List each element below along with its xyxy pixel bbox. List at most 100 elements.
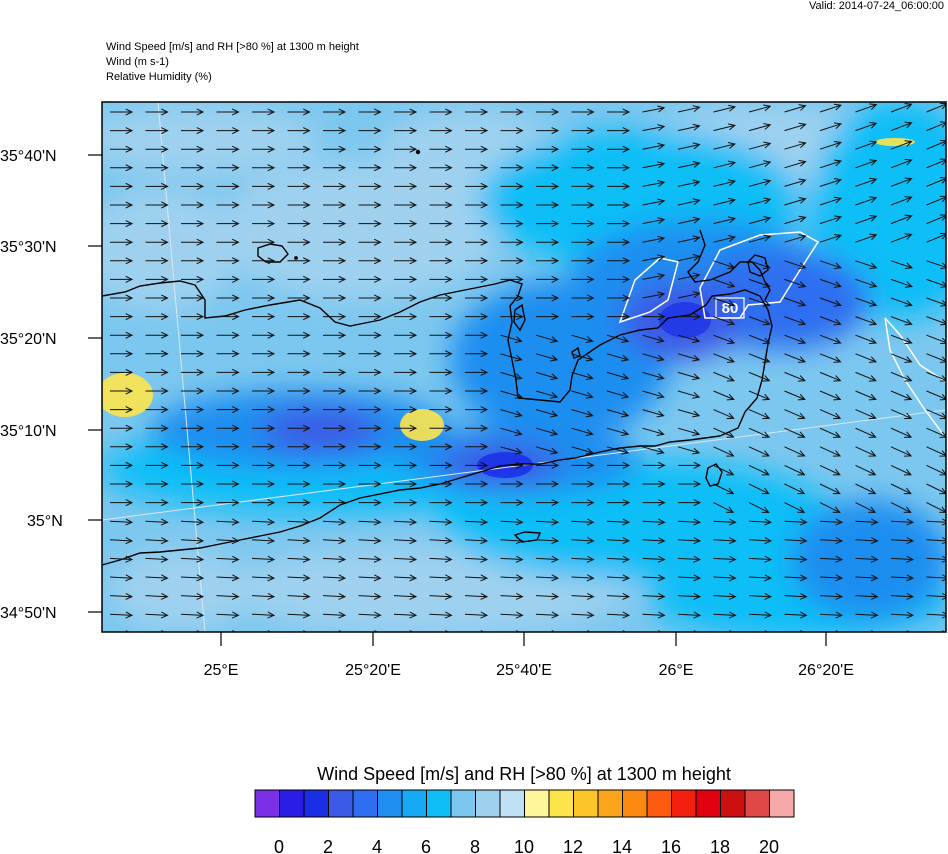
wind-arrow: [677, 537, 702, 545]
rh-contours: [618, 231, 946, 439]
wind-arrow: [216, 592, 240, 600]
wind-arrow: [110, 499, 134, 507]
wind-arrow: [358, 406, 382, 414]
wind-arrow: [784, 502, 806, 513]
wind-arrow: [358, 443, 382, 451]
wind-arrow: [642, 161, 666, 169]
wind-arrow: [358, 537, 382, 545]
wind-arrow: [465, 108, 489, 116]
wind-arrow: [181, 313, 205, 321]
valid-time: Valid: 2014-07-24_06:00:00: [809, 0, 944, 12]
wind-arrow: [571, 145, 595, 153]
wind-arrow: [323, 406, 347, 414]
wind-arrow: [500, 127, 524, 135]
wind-arrow: [713, 409, 735, 420]
wind-arrow: [855, 483, 877, 495]
wind-arrow: [606, 427, 630, 436]
wind-arrow: [855, 574, 879, 582]
wind-arrow: [216, 313, 240, 321]
wind-arrow: [536, 164, 560, 172]
wind-arrow: [748, 123, 772, 132]
wind-arrow: [536, 480, 560, 488]
colorbar-swatch: [646, 789, 672, 818]
wind-arrow: [784, 104, 807, 113]
wind-arrow: [393, 592, 418, 600]
wind-arrow: [890, 555, 915, 563]
wind-arrow: [855, 555, 879, 563]
wind-arrow: [181, 108, 205, 116]
wind-arrow: [535, 518, 560, 526]
wind-arrow: [677, 142, 701, 150]
wind-arrow: [677, 123, 701, 132]
colorbar-label: 10: [514, 837, 534, 854]
wind-arrow: [216, 145, 240, 153]
wind-arrow: [642, 480, 666, 488]
wind-arrow: [358, 368, 382, 376]
wind-arrow: [713, 555, 737, 563]
wind-arrow: [784, 537, 808, 545]
wind-arrow: [890, 502, 912, 513]
wind-arrow: [429, 368, 453, 376]
wind-arrow: [926, 611, 946, 619]
wind-arrow: [180, 574, 205, 582]
wind-arrow: [145, 555, 169, 563]
wind-arrow: [500, 145, 524, 153]
wind-arrow: [607, 257, 631, 265]
wind-arrow: [394, 220, 418, 228]
wind-arrow: [890, 177, 913, 187]
wind-arrow: [429, 350, 453, 358]
wind-arrow: [358, 164, 382, 172]
wind-arrow: [393, 574, 418, 582]
wind-arrow: [465, 127, 489, 135]
wind-arrow: [252, 313, 276, 321]
wind-arrow: [358, 313, 382, 321]
wind-arrow: [890, 446, 913, 457]
wind-arrow: [890, 334, 913, 345]
wind-arrow: [571, 592, 595, 600]
wind-arrow: [181, 406, 205, 414]
wind-arrow: [819, 390, 842, 401]
wind-arrow: [535, 353, 559, 362]
wind-arrow: [819, 483, 841, 495]
wind-arrow: [180, 592, 205, 600]
wind-arrow: [287, 424, 311, 432]
wind-arrow: [394, 294, 418, 302]
wind-arrow: [287, 518, 311, 526]
wind-arrow: [251, 537, 276, 545]
wind-arrow: [926, 574, 946, 582]
wind-arrow: [216, 499, 240, 507]
wind-arrow: [287, 406, 311, 414]
wind-arrow: [606, 353, 630, 362]
wind-arrow: [784, 316, 807, 326]
wind-arrow: [394, 201, 418, 209]
colorbar-swatch: [573, 789, 599, 818]
wind-arrow: [465, 424, 489, 432]
wind-arrow: [429, 537, 453, 545]
wind-arrow: [145, 611, 169, 619]
wind-arrow: [926, 502, 946, 513]
wind-arrow: [287, 368, 311, 376]
wind-arrow: [819, 502, 841, 513]
wind-arrow: [535, 446, 559, 455]
wind-arrow: [216, 424, 240, 432]
wind-arrow: [394, 275, 418, 283]
colorbar-swatch: [352, 789, 378, 818]
wind-arrow: [855, 334, 878, 345]
wind-arrow: [607, 145, 631, 153]
wind-arrow: [323, 164, 347, 172]
field-strong-se: [790, 500, 946, 620]
wind-arrow: [109, 611, 134, 619]
wind-arrow: [109, 592, 134, 600]
wind-arrow: [748, 371, 771, 382]
wind-arrow: [607, 127, 631, 135]
wind-arrow: [571, 220, 595, 228]
wind-vectors: [109, 102, 946, 632]
wind-arrow: [606, 592, 631, 600]
wind-arrow: [642, 574, 666, 582]
wind-arrow: [890, 297, 913, 307]
wind-arrow: [748, 353, 771, 363]
rh-contour-label-box: [715, 297, 745, 319]
wind-arrow: [678, 313, 702, 321]
wind-arrow: [571, 427, 594, 436]
wind-arrow: [890, 611, 915, 619]
